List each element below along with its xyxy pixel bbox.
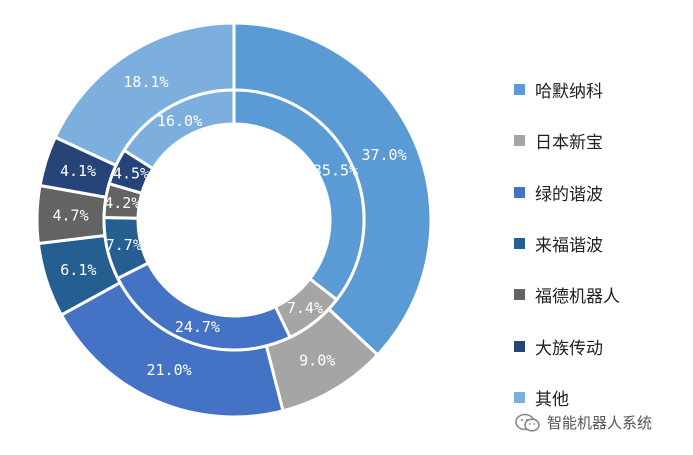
outer-label-6: 18.1% xyxy=(123,73,168,91)
legend-swatch xyxy=(514,340,525,352)
inner-label-1: 7.4% xyxy=(287,299,323,317)
legend: 哈默纳科日本新宝绿的谐波来福谐波福德机器人大族传动其他 xyxy=(514,64,620,423)
outer-label-1: 9.0% xyxy=(299,352,335,370)
legend-label: 来福谐波 xyxy=(535,236,603,257)
legend-swatch xyxy=(514,186,525,198)
outer-label-3: 6.1% xyxy=(60,261,96,279)
inner-slice-6 xyxy=(122,88,236,171)
watermark-text: 智能机器人系统 xyxy=(547,414,653,432)
outer-label-5: 4.1% xyxy=(60,162,96,180)
inner-label-6: 16.0% xyxy=(157,112,202,130)
legend-item: 其他 xyxy=(514,372,620,423)
legend-item: 大族传动 xyxy=(514,320,620,371)
legend-label: 其他 xyxy=(535,389,569,410)
legend-label: 绿的谐波 xyxy=(535,184,603,205)
watermark: 智能机器人系统 xyxy=(515,412,652,433)
legend-label: 福德机器人 xyxy=(535,287,620,308)
outer-label-4: 4.7% xyxy=(53,206,89,224)
data-labels: 37.0% 9.0% 21.0% 6.1% 4.7% 4.1% 18.1% 35.5% 7.4%… xyxy=(53,73,407,379)
legend-label: 哈默纳科 xyxy=(535,82,603,103)
legend-label: 大族传动 xyxy=(535,338,603,359)
legend-item: 来福谐波 xyxy=(514,218,620,269)
legend-item: 绿的谐波 xyxy=(514,167,620,218)
inner-ring xyxy=(102,88,366,352)
inner-label-5: 4.5% xyxy=(113,164,149,182)
legend-swatch xyxy=(514,391,525,403)
legend-swatch xyxy=(514,289,525,301)
legend-swatch xyxy=(514,135,525,147)
outer-label-0: 37.0% xyxy=(361,146,406,164)
legend-item: 日本新宝 xyxy=(514,115,620,166)
legend-item: 福德机器人 xyxy=(514,269,620,320)
wechat-icon xyxy=(515,413,540,432)
inner-label-0: 35.5% xyxy=(313,161,358,179)
outer-ring xyxy=(35,21,433,419)
legend-swatch xyxy=(514,84,525,96)
inner-label-2: 24.7% xyxy=(175,318,220,336)
inner-label-3: 7.7% xyxy=(106,236,142,254)
outer-label-2: 21.0% xyxy=(146,361,191,379)
legend-item: 哈默纳科 xyxy=(514,64,620,115)
legend-swatch xyxy=(514,238,525,250)
inner-label-4: 4.2% xyxy=(104,194,140,212)
legend-label: 日本新宝 xyxy=(535,133,603,154)
